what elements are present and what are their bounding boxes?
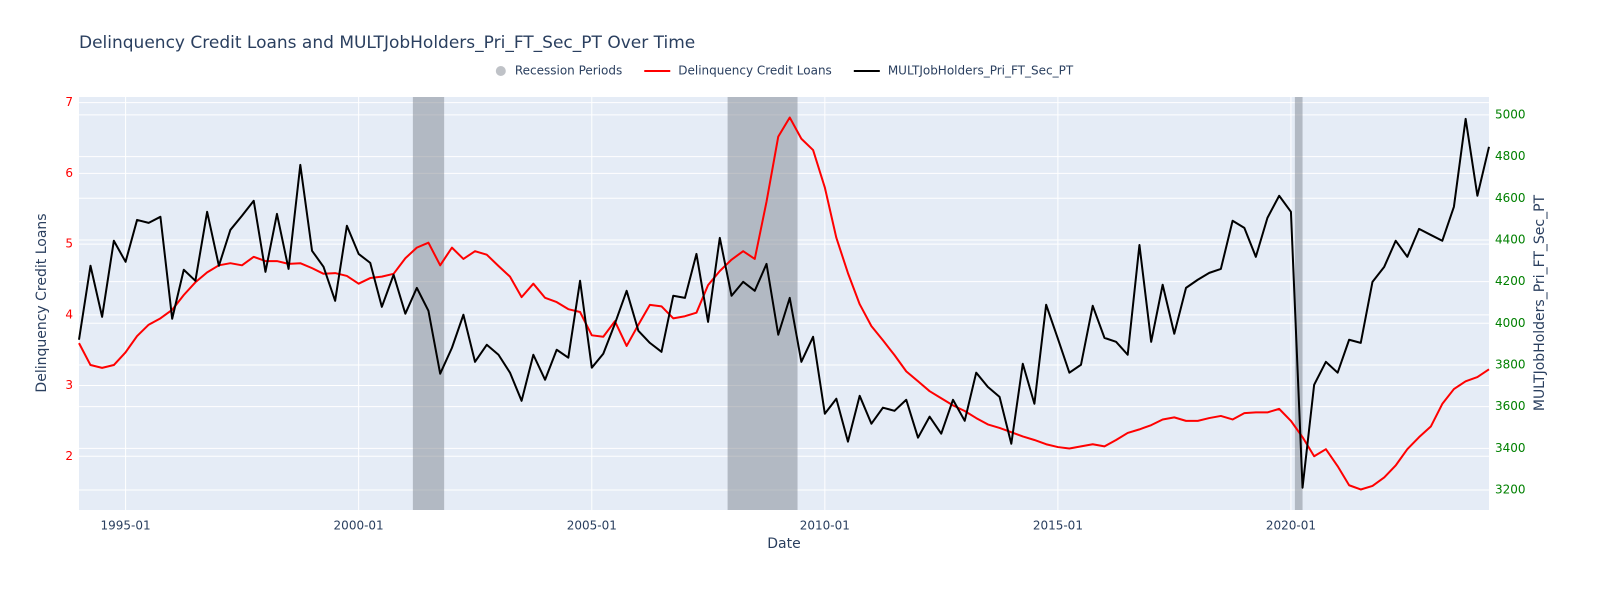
y2-tick-label: 4800 xyxy=(1495,149,1526,163)
recession-band xyxy=(412,97,445,510)
y2-tick-label: 3800 xyxy=(1495,357,1526,371)
y-tick-label: 7 xyxy=(65,95,73,109)
x-tick-label: 1995-01 xyxy=(101,519,151,533)
y2-tick-label: 4400 xyxy=(1495,232,1526,246)
y-tick-label: 5 xyxy=(65,237,73,251)
chart-title: Delinquency Credit Loans and MULTJobHold… xyxy=(79,33,695,53)
x-tick-label: 2020-01 xyxy=(1266,519,1316,533)
recession-band xyxy=(727,97,798,510)
legend-marker xyxy=(495,66,506,76)
series-line xyxy=(78,117,1490,489)
y2-tick-label: 3400 xyxy=(1495,441,1526,455)
y2-axis-title: MULTJobHolders_Pri_FT_Sec_PT xyxy=(1532,194,1548,411)
y-axis-title: Delinquency Credit Loans xyxy=(34,213,50,392)
y2-tick-label: 4000 xyxy=(1495,316,1526,330)
y2-tick-label: 4600 xyxy=(1495,191,1526,205)
series-line xyxy=(78,116,1490,491)
legend-label: MULTJobHolders_Pri_FT_Sec_PT xyxy=(888,64,1074,78)
legend-item: Recession Periods xyxy=(495,64,622,78)
y2-tick-label: 5000 xyxy=(1495,107,1526,121)
x-axis-title: Date xyxy=(767,536,800,552)
y2-tick-label: 3200 xyxy=(1495,482,1526,496)
x-tick-label: 2005-01 xyxy=(567,519,617,533)
x-tick-label: 2015-01 xyxy=(1033,519,1083,533)
y2-tick-label: 3600 xyxy=(1495,399,1526,413)
y2-tick-label: 4200 xyxy=(1495,274,1526,288)
legend-item: Delinquency Credit Loans xyxy=(644,64,832,78)
x-tick-label: 2000-01 xyxy=(334,519,384,533)
legend: Recession Periods Delinquency Credit Loan… xyxy=(495,64,1074,78)
y-tick-label: 4 xyxy=(65,307,73,321)
y-tick-label: 2 xyxy=(65,449,73,463)
y-tick-label: 6 xyxy=(65,166,73,180)
legend-label: Recession Periods xyxy=(515,64,622,78)
legend-label: Delinquency Credit Loans xyxy=(678,64,832,78)
recession-band xyxy=(1294,97,1303,510)
y-tick-label: 3 xyxy=(65,378,73,392)
legend-item: MULTJobHolders_Pri_FT_Sec_PT xyxy=(853,64,1074,78)
x-tick-label: 2010-01 xyxy=(800,519,850,533)
